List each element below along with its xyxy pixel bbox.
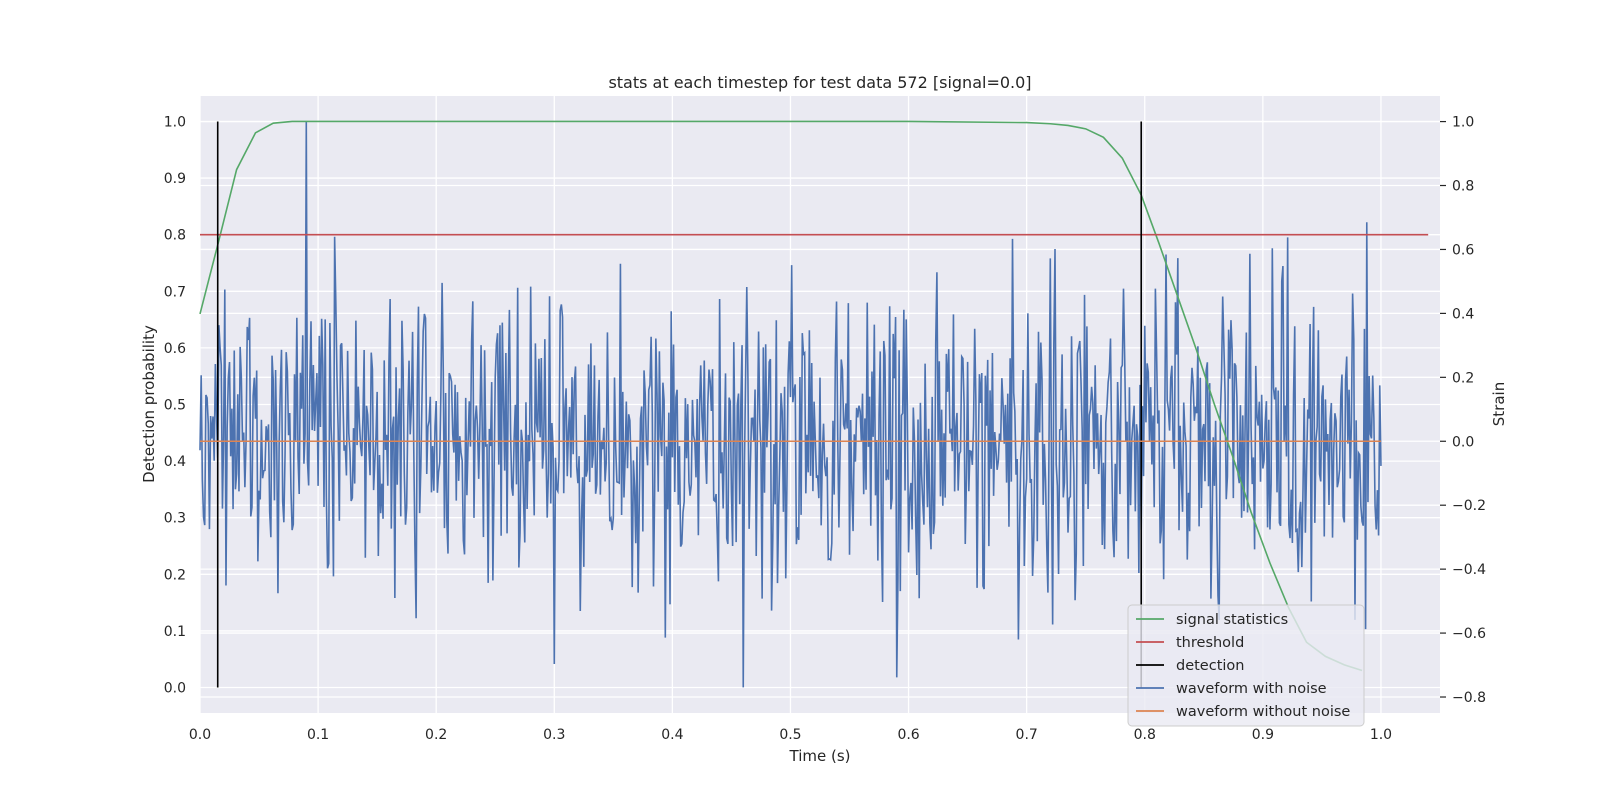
y2-tick-label: 0.2 — [1452, 370, 1474, 386]
legend-label: signal statistics — [1176, 612, 1288, 628]
x-tick-label: 0.6 — [897, 727, 919, 743]
legend-label: waveform without noise — [1176, 704, 1350, 720]
y2-tick-label: 0.6 — [1452, 242, 1474, 258]
y2-tick-label: −0.4 — [1452, 562, 1486, 578]
y2-tick-label: −0.2 — [1452, 498, 1486, 514]
y-tick-label: 1.0 — [164, 114, 186, 130]
y2-tick-label: −0.6 — [1452, 626, 1486, 642]
y-axis-title: Detection probability — [140, 325, 158, 483]
y2-tick-label: 0.0 — [1452, 434, 1474, 450]
x-tick-label: 1.0 — [1370, 727, 1392, 743]
y-tick-label: 0.9 — [164, 171, 186, 187]
y2-tick-label: 0.4 — [1452, 306, 1474, 322]
y2-tick-label: 0.8 — [1452, 179, 1474, 195]
y2-tick-label: −0.8 — [1452, 690, 1486, 706]
series — [199, 120, 1429, 688]
x-tick-label: 0.4 — [661, 727, 683, 743]
x-tick-label: 0.5 — [779, 727, 801, 743]
y-tick-label: 0.8 — [164, 228, 186, 244]
x-tick-label: 0.1 — [307, 727, 329, 743]
legend: signal statistics threshold detection wavef… — [1127, 604, 1365, 727]
y2-tick-label: 1.0 — [1452, 115, 1474, 131]
x-tick-label: 0.3 — [543, 727, 565, 743]
axes: 0.0 0.1 0.2 0.3 0.4 0.5 0.6 0.7 0.8 0.9 1.0 0.0 0.1 0… — [164, 114, 1486, 743]
x-axis-title: Time (s) — [789, 747, 851, 765]
x-tick-label: 0.9 — [1252, 727, 1274, 743]
x-tick-label: 0.7 — [1016, 727, 1038, 743]
legend-label: threshold — [1176, 635, 1244, 651]
y-tick-label: 0.6 — [164, 341, 186, 357]
series-line-signal-statistics — [199, 120, 1363, 672]
x-tick-label: 0.2 — [425, 727, 447, 743]
legend-label: waveform with noise — [1176, 681, 1327, 697]
y-tick-label: 0.5 — [164, 398, 186, 414]
y-tick-label: 0.4 — [164, 454, 186, 470]
y-tick-label: 0.1 — [164, 624, 186, 640]
y-tick-label: 0.3 — [164, 511, 186, 527]
chart-title: stats at each timestep for test data 572… — [608, 73, 1031, 92]
series-line-waveform-with-noise — [199, 121, 1382, 688]
legend-label: detection — [1176, 658, 1244, 674]
y-tick-label: 0.0 — [164, 681, 186, 697]
y-tick-label: 0.7 — [164, 284, 186, 300]
x-tick-label: 0.0 — [189, 727, 211, 743]
y-tick-label: 0.2 — [164, 567, 186, 583]
x-tick-label: 0.8 — [1134, 727, 1156, 743]
y2-axis-title: Strain — [1490, 382, 1508, 426]
legend-box — [1127, 604, 1365, 727]
